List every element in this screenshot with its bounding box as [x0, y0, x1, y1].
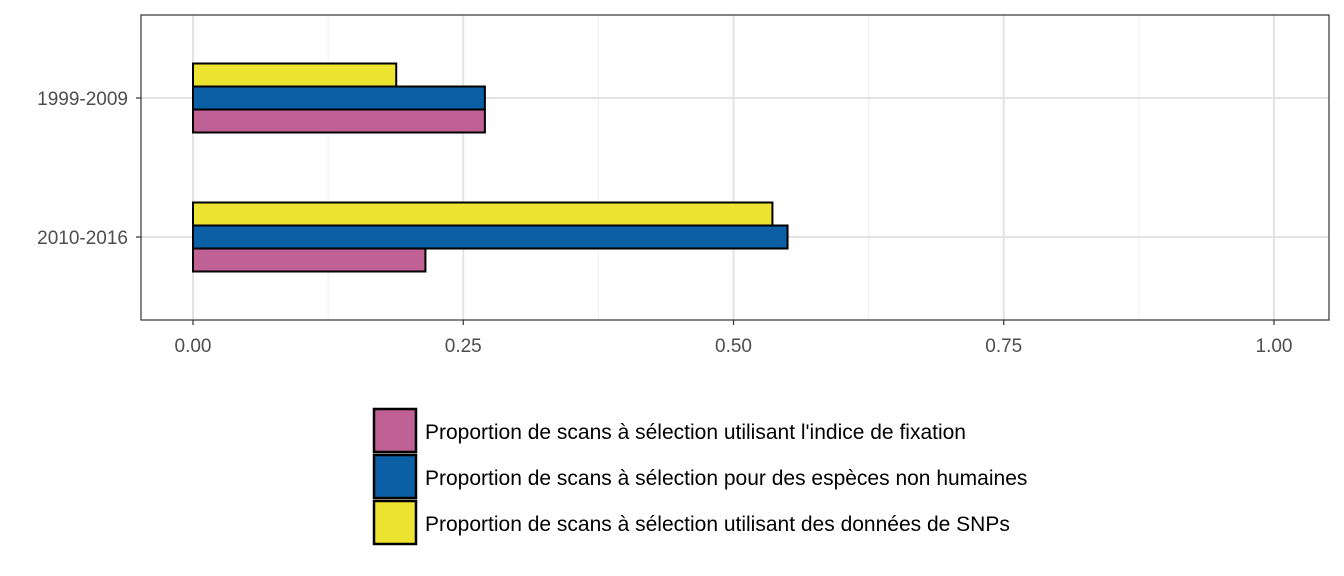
legend-label: Proportion de scans à sélection pour des…: [425, 467, 1027, 490]
y-axis: 1999-2009 2010-2016: [37, 89, 141, 249]
x-tick-label: 0.50: [715, 336, 752, 357]
bars: [192, 62, 789, 273]
bar: [192, 201, 774, 227]
bar: [192, 224, 789, 250]
plot-panel: [140, 14, 1330, 321]
x-axis: 0.00 0.25 0.50 0.75 1.00: [175, 320, 1293, 357]
y-tick-label: 2010-2016: [37, 228, 128, 249]
legend-label: Proportion de scans à sélection utilisan…: [425, 513, 1010, 536]
y-tick-label: 1999-2009: [37, 89, 128, 110]
x-tick-label: 1.00: [1256, 336, 1293, 357]
bar: [192, 247, 427, 273]
legend-swatch: [372, 407, 418, 454]
legend-swatch: [372, 499, 418, 546]
bar: [192, 108, 486, 134]
legend: Proportion de scans à sélection utilisan…: [372, 407, 1027, 546]
legend-swatch: [372, 453, 418, 500]
grid-lines: [141, 15, 1329, 320]
bar: [192, 85, 486, 111]
x-tick-label: 0.75: [985, 336, 1022, 357]
x-tick-label: 0.25: [445, 336, 482, 357]
bar: [192, 62, 398, 88]
x-tick-label: 0.00: [175, 336, 212, 357]
legend-label: Proportion de scans à sélection utilisan…: [425, 421, 966, 444]
